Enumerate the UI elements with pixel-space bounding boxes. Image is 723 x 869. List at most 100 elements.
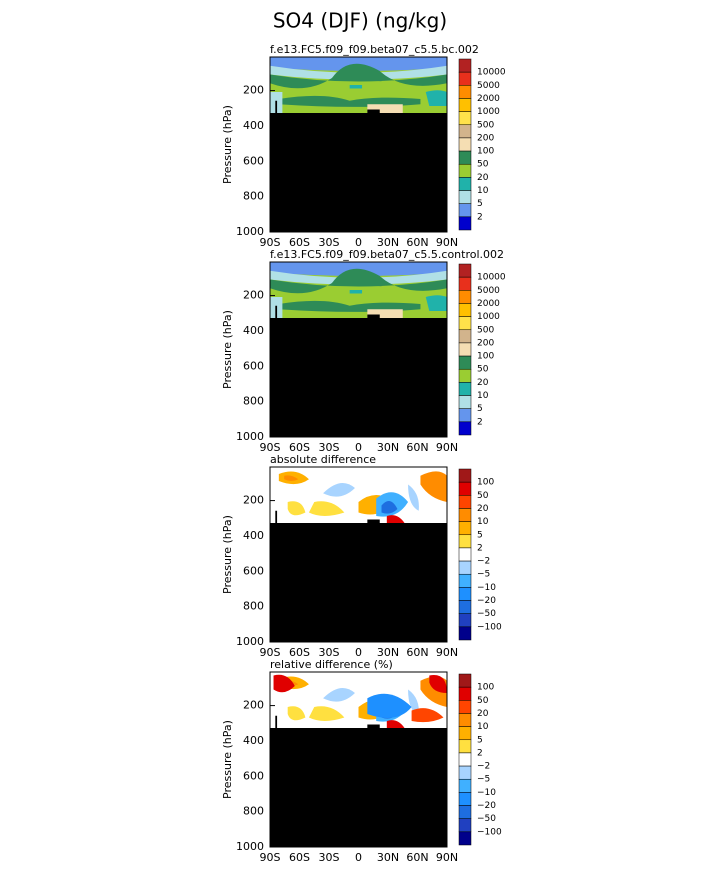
colorbar-box — [458, 573, 472, 588]
y-tick-label: 200 — [243, 699, 264, 712]
x-tick-label: 60N — [406, 851, 428, 864]
x-tick-label: 30N — [377, 441, 399, 454]
colorbar-label: 5 — [477, 735, 483, 745]
colorbar-box — [458, 547, 472, 562]
y-axis-label: Pressure (hPa) — [221, 105, 234, 184]
colorbar-box — [458, 818, 472, 833]
figure-title: SO4 (DJF) (ng/kg) — [273, 9, 447, 33]
y-tick-label: 600 — [243, 769, 264, 782]
colorbar-box — [458, 613, 472, 628]
colorbar-box — [458, 739, 472, 754]
colorbar-label: −50 — [477, 814, 496, 824]
contour-region — [408, 484, 419, 511]
contour-region — [386, 720, 405, 728]
colorbar-box — [458, 203, 472, 218]
x-tick-label: 90S — [260, 646, 281, 659]
y-axis-label: Pressure (hPa) — [221, 720, 234, 799]
contour-region — [270, 268, 447, 294]
y-tick-label: 1000 — [236, 225, 264, 238]
colorbar-label: 20 — [477, 504, 489, 514]
colorbar-box — [458, 329, 472, 344]
colorbar-box — [458, 276, 472, 291]
missing-mask — [270, 510, 447, 642]
colorbar-label: 5 — [477, 199, 483, 209]
colorbar-label: 20 — [477, 378, 489, 388]
contour-region — [425, 295, 447, 311]
x-tick-label: 0 — [355, 236, 362, 249]
contour-region — [381, 501, 398, 514]
colorbar-label: −50 — [477, 609, 496, 619]
contour-region — [323, 687, 355, 702]
colorbar-label: 10 — [477, 517, 489, 527]
panel-title: f.e13.FC5.f09_f09.beta07_c5.5.control.00… — [270, 248, 504, 261]
colorbar-label: 2 — [477, 543, 483, 553]
colorbar-box — [458, 150, 472, 165]
colorbar-box — [458, 303, 472, 317]
colorbar-label: −2 — [477, 762, 490, 772]
colorbar-box — [458, 587, 472, 601]
colorbar-box — [458, 713, 472, 727]
x-tick-label: 90N — [436, 851, 458, 864]
x-tick-label: 0 — [355, 646, 362, 659]
colorbar-box — [458, 342, 472, 357]
colorbar-box — [458, 600, 472, 614]
contour-field — [270, 57, 447, 232]
colorbar-label: −10 — [477, 788, 496, 798]
colorbar-box — [458, 290, 472, 304]
colorbar-box — [458, 111, 472, 126]
panel-title: absolute difference — [270, 453, 376, 466]
colorbar-label: 50 — [477, 365, 489, 375]
colorbar-box — [458, 368, 472, 383]
colorbar-label: 5 — [477, 530, 483, 540]
colorbar-label: 100 — [477, 683, 494, 693]
contour-region — [411, 708, 444, 723]
colorbar-box — [458, 778, 472, 793]
y-tick-label: 1000 — [236, 635, 264, 648]
y-tick-label: 600 — [243, 154, 264, 167]
x-tick-label: 60S — [289, 646, 310, 659]
missing-mask — [270, 100, 447, 232]
contour-region — [323, 482, 355, 497]
colorbar-label: 2 — [477, 748, 483, 758]
y-tick-label: 800 — [243, 395, 264, 408]
colorbar-label: 10 — [477, 722, 489, 732]
colorbar-label: 50 — [477, 160, 489, 170]
contour-field — [270, 672, 447, 847]
x-tick-label: 30S — [319, 236, 340, 249]
colorbar-label: 1000 — [477, 312, 500, 322]
colorbar-box — [458, 626, 472, 641]
missing-mask — [270, 715, 447, 847]
colorbar-box — [458, 521, 472, 536]
colorbar-box — [458, 534, 472, 549]
x-tick-label: 30S — [319, 646, 340, 659]
y-tick-label: 200 — [243, 84, 264, 97]
colorbar-label: 200 — [477, 338, 494, 348]
contour-region — [367, 693, 412, 718]
colorbar-label: −20 — [477, 596, 496, 606]
colorbar-box — [458, 495, 472, 509]
colorbar-box — [458, 137, 472, 152]
x-tick-label: 60S — [289, 851, 310, 864]
colorbar-box — [458, 355, 472, 370]
y-tick-label: 400 — [243, 734, 264, 747]
y-tick-label: 1000 — [236, 430, 264, 443]
x-tick-label: 0 — [355, 441, 362, 454]
x-tick-label: 90S — [260, 236, 281, 249]
colorbar-box — [458, 726, 472, 741]
y-tick-label: 200 — [243, 289, 264, 302]
colorbar-box — [458, 177, 472, 191]
colorbar-label: 500 — [477, 120, 494, 130]
x-tick-label: 90S — [260, 441, 281, 454]
colorbar-label: 10 — [477, 186, 489, 196]
contour-field — [270, 262, 447, 437]
colorbar-label: −100 — [477, 622, 502, 632]
colorbar-label: 50 — [477, 696, 489, 706]
x-tick-label: 90S — [260, 851, 281, 864]
colorbar-label: −5 — [477, 775, 490, 785]
colorbar-label: 100 — [477, 352, 494, 362]
contour-region — [284, 475, 299, 481]
x-tick-label: 60N — [406, 646, 428, 659]
colorbar-box — [458, 216, 472, 231]
colorbar-label: 2000 — [477, 94, 500, 104]
